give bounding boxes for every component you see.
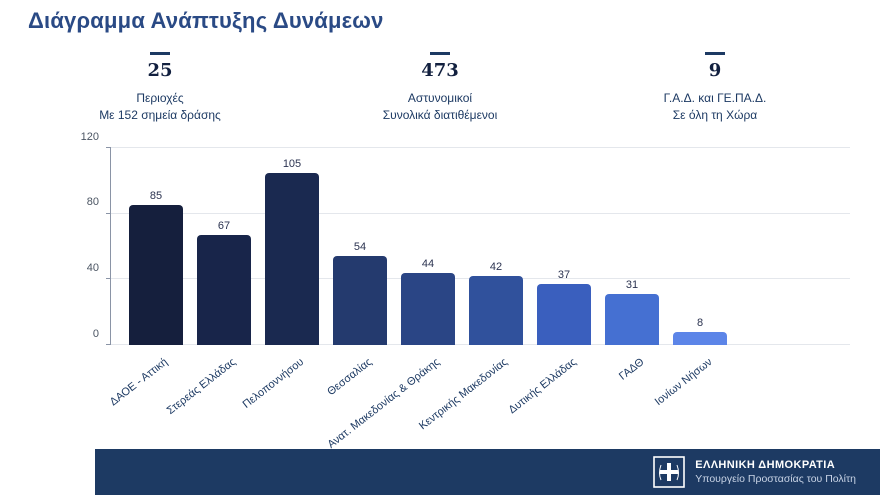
y-tick-mark [106,212,111,214]
stat-directorates: 9 Γ.Α.Δ. και ΓΕ.ΠΑ.Δ. Σε όλη τη Χώρα [605,52,825,124]
bar-slot: 105 [258,158,326,345]
x-label-slot: Δυτικής Ελλάδας [506,350,598,455]
gridline [111,147,850,148]
bar-value-label: 8 [696,316,704,329]
y-tick-label: 120 [80,130,99,143]
x-axis-category-label: ΔΑΟΕ - Αττική [108,356,171,409]
bar [605,294,659,345]
bars: 85 67 105 54 44 42 37 31 8 [122,148,734,345]
bar-slot: 31 [598,279,666,345]
y-tick-label: 0 [92,327,99,340]
stat-value: 9 [708,60,722,81]
stat-label-line2: Με 152 σημεία δράσης [99,107,221,122]
x-axis-category-label: ΓΑΔΘ [616,356,647,383]
bar-value-label: 85 [149,190,163,203]
bar [401,272,455,345]
stat-label-line2: Συνολικά διατιθέμενοι [382,107,498,122]
stat-regions: 25 Περιοχές Με 152 σημεία δράσης [60,52,260,124]
bar-slot: 8 [666,317,734,345]
bar-slot: 44 [394,258,462,345]
bar-slot: 54 [326,241,394,345]
stat-dash [705,52,725,55]
bar-slot: 42 [462,261,530,345]
stat-dash [150,52,170,55]
bar [673,331,727,345]
bar [333,256,387,345]
footer-ministry-name: Υπουργείο Προστασίας του Πολίτη [695,473,856,485]
bar-value-label: 44 [421,257,435,270]
y-tick-mark [106,344,111,345]
bar [469,276,523,345]
hellenic-republic-logo [653,456,686,488]
page-title: Διάγραμμα Ανάπτυξης Δυνάμεων [28,8,384,33]
x-axis-labels: ΔΑΟΕ - Αττική Στερεάς Ελλάδας Πελοποννήσου… [108,350,734,455]
stat-label-line1: Αστυνομικοί [407,91,473,105]
y-tick-mark [106,278,111,280]
bar-slot: 37 [530,269,598,345]
bar-value-label: 105 [282,157,302,170]
footer-text: ΕΛΛΗΝΙΚΗ ΔΗΜΟΚΡΑΤΙΑ Υπουργείο Προστασίας… [695,459,856,485]
stat-dash [430,52,450,55]
x-label-slot: Ιονίων Νήσων [652,350,734,455]
bar-slot: 85 [122,190,190,345]
bar-value-label: 67 [217,220,231,233]
bar-chart: 0 40 80 120 85 67 105 54 44 42 37 31 8 [81,131,850,345]
stat-value: 473 [421,60,459,81]
y-tick-label: 40 [86,261,99,274]
stat-label: Γ.Α.Δ. και ΓΕ.ΠΑ.Δ. Σε όλη τη Χώρα [605,90,825,124]
x-label-slot: Πελοποννήσου [241,350,326,455]
footer-bar: ΕΛΛΗΝΙΚΗ ΔΗΜΟΚΡΑΤΙΑ Υπουργείο Προστασίας… [95,449,880,495]
bar-slot: 67 [190,220,258,345]
stat-label: Περιοχές Με 152 σημεία δράσης [60,90,260,124]
stat-value: 25 [147,60,173,81]
bar-value-label: 37 [557,269,571,282]
stat-police: 473 Αστυνομικοί Συνολικά διατιθέμενοι [330,52,550,124]
y-tick-mark [106,147,111,148]
gridline [111,212,850,214]
stat-label-line2: Σε όλη τη Χώρα [672,107,758,122]
bar [197,235,251,345]
bar-value-label: 54 [353,241,367,254]
bar-value-label: 31 [625,279,639,292]
x-axis-category-label: Θεσσαλίας [325,356,375,399]
stat-label: Αστυνομικοί Συνολικά διατιθέμενοι [330,90,550,124]
bar [265,172,319,345]
bar [129,205,183,345]
stat-label-line1: Γ.Α.Δ. και ΓΕ.ΠΑ.Δ. [663,91,767,105]
bar [537,284,591,345]
y-tick-label: 80 [86,196,99,209]
stat-label-line1: Περιοχές [136,91,184,105]
bar-value-label: 42 [489,261,503,274]
footer-org-name: ΕΛΛΗΝΙΚΗ ΔΗΜΟΚΡΑΤΙΑ [695,459,836,471]
